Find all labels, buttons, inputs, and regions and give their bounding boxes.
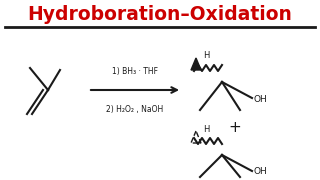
Text: +: + (228, 120, 241, 136)
FancyArrowPatch shape (91, 87, 177, 93)
Text: OH: OH (254, 94, 268, 103)
Text: 1) BH₃ · THF: 1) BH₃ · THF (112, 67, 158, 76)
Text: H: H (203, 125, 209, 134)
Polygon shape (191, 58, 201, 70)
Text: 2) H₂O₂ , NaOH: 2) H₂O₂ , NaOH (106, 105, 164, 114)
Text: OH: OH (254, 168, 268, 177)
Text: H: H (203, 51, 209, 60)
Text: Hydroboration–Oxidation: Hydroboration–Oxidation (28, 4, 292, 24)
